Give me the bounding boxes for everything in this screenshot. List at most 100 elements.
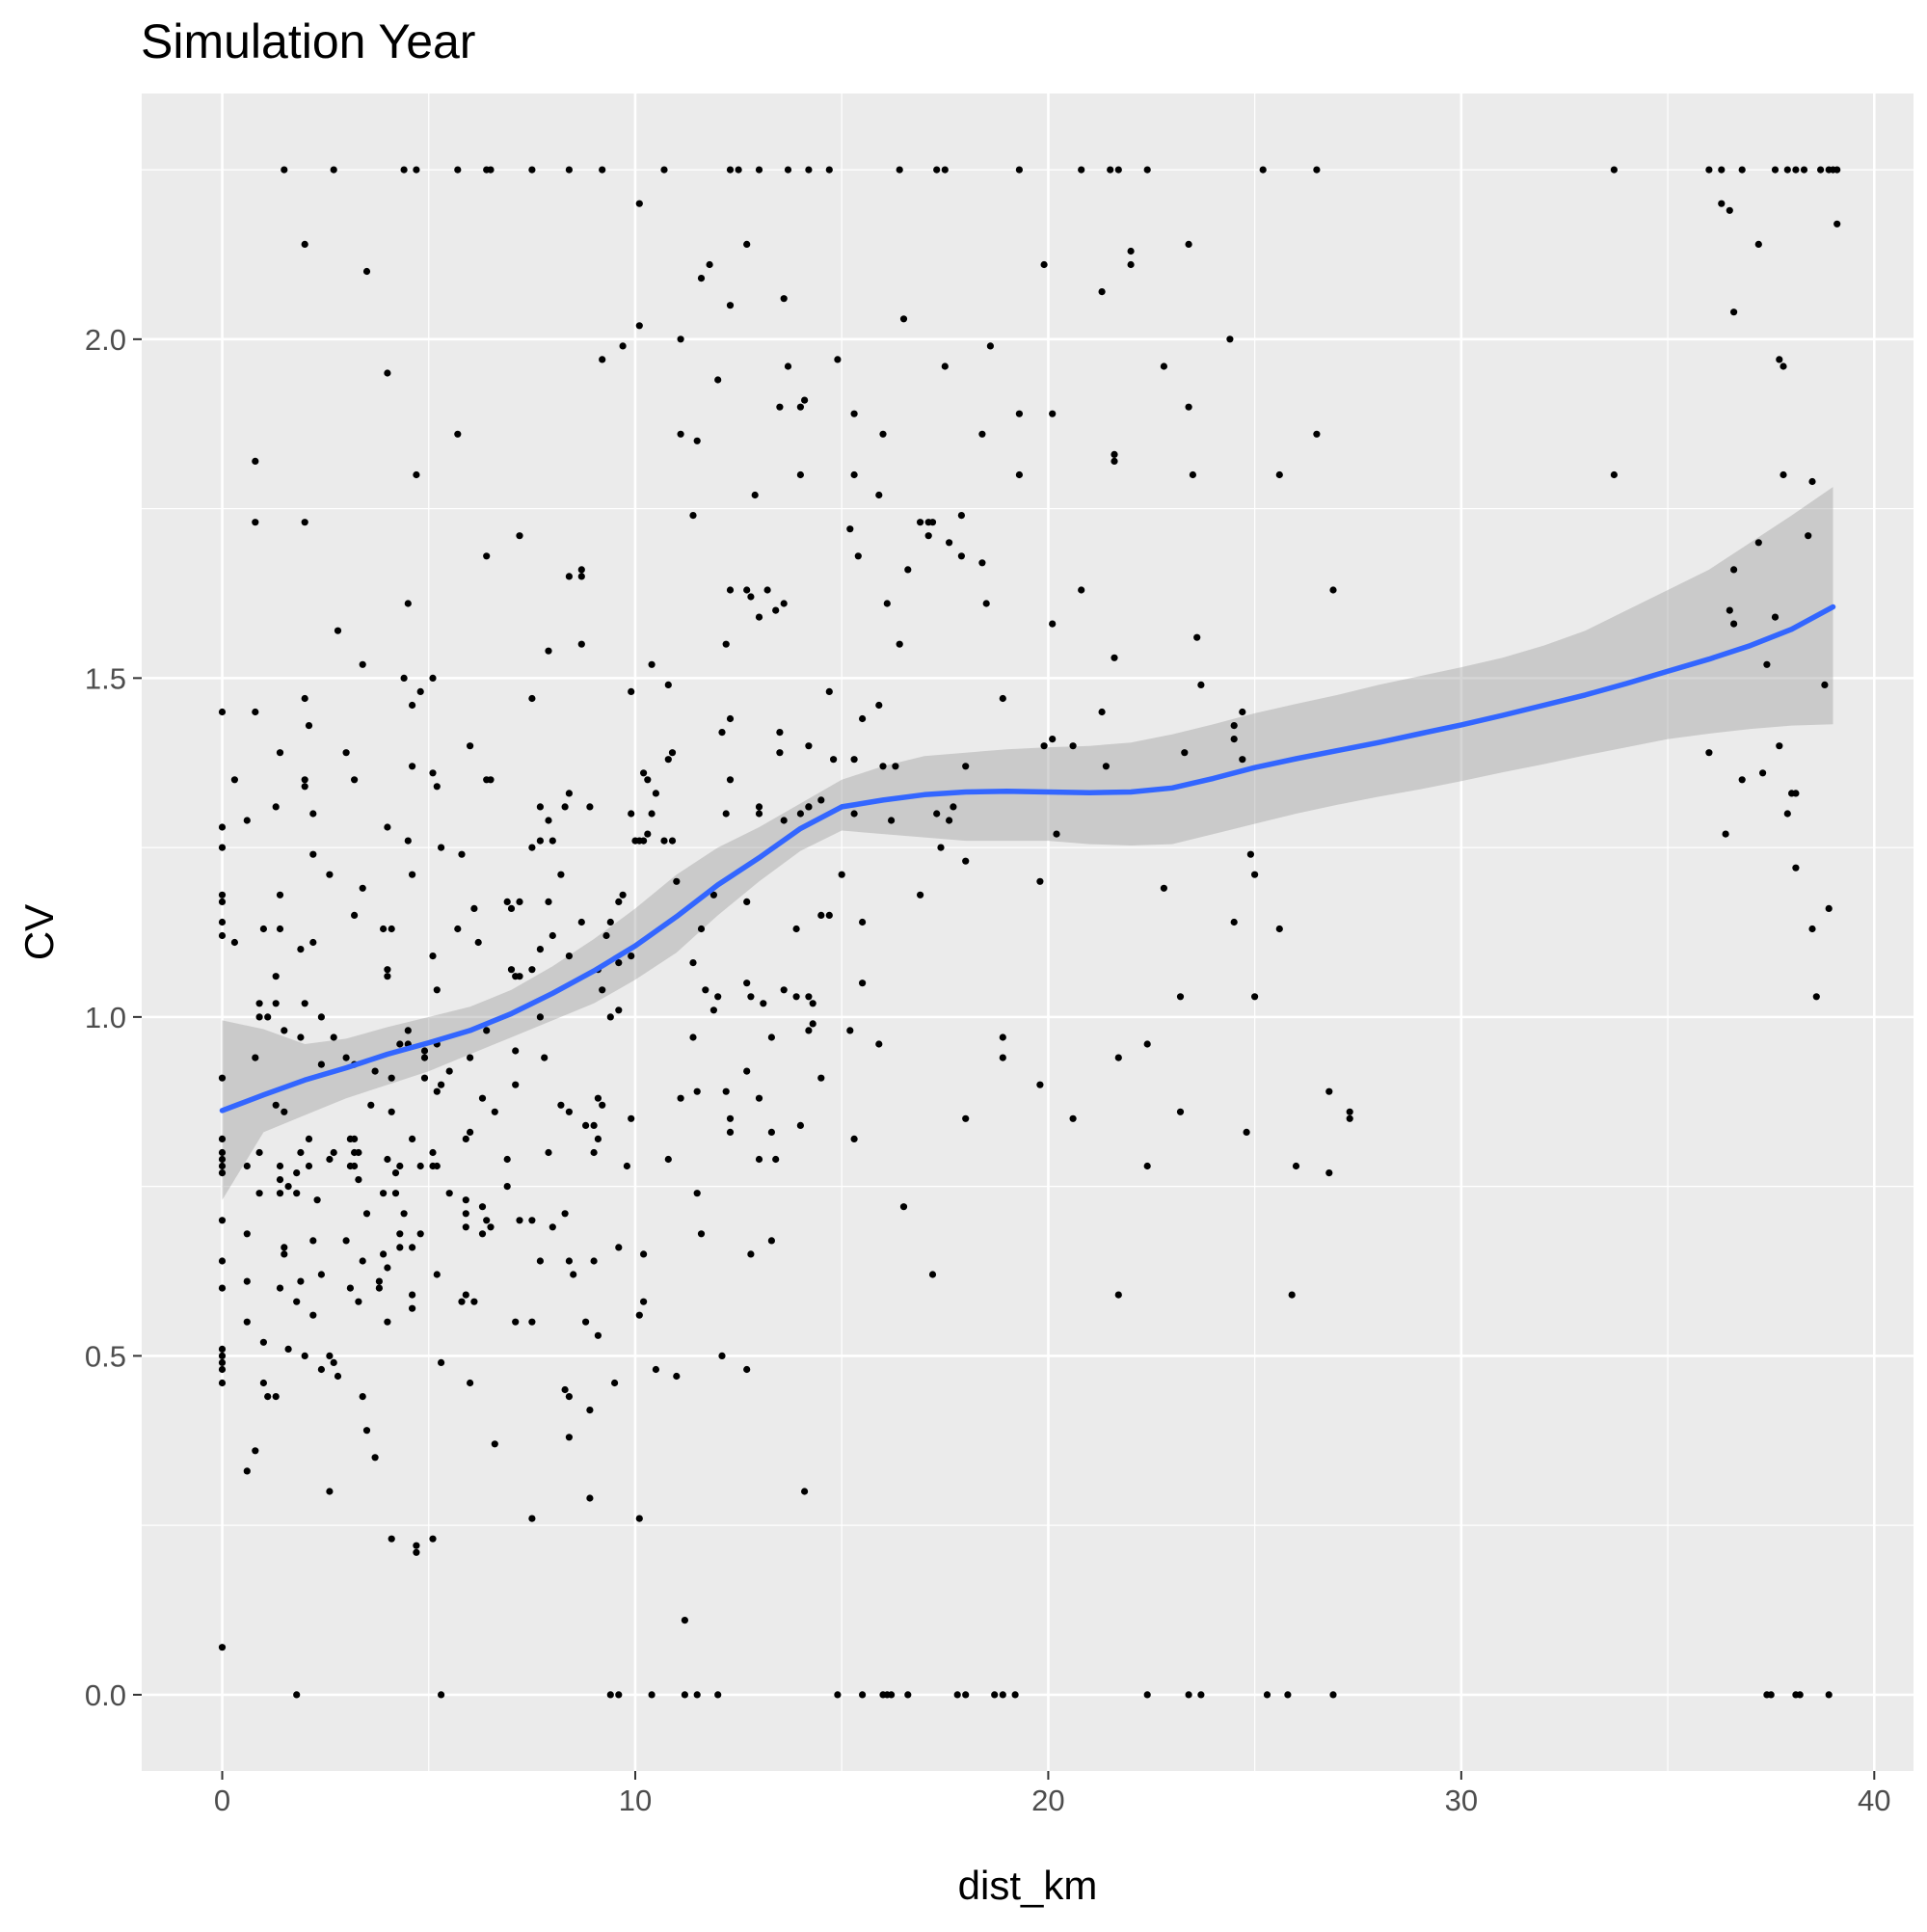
data-point <box>293 1691 301 1699</box>
data-point <box>276 1176 284 1184</box>
data-point <box>709 891 718 899</box>
data-point <box>462 1223 469 1231</box>
data-point <box>218 1148 227 1157</box>
data-point <box>252 708 259 716</box>
data-point <box>462 1135 469 1142</box>
data-point <box>391 1169 400 1177</box>
data-point <box>218 1162 227 1170</box>
data-point <box>792 993 800 1001</box>
y-axis-title: CV <box>16 904 62 960</box>
data-point <box>1176 1108 1185 1115</box>
data-point <box>396 1244 404 1251</box>
data-point <box>507 904 516 913</box>
data-point <box>1792 790 1800 797</box>
data-point <box>512 1047 520 1055</box>
data-point <box>276 891 284 899</box>
data-point <box>743 586 751 594</box>
data-point <box>928 519 937 526</box>
data-point <box>255 1013 263 1021</box>
data-point <box>755 1094 763 1102</box>
data-point <box>359 660 366 668</box>
data-point <box>743 1365 751 1374</box>
data-point <box>615 1244 623 1251</box>
data-point <box>218 891 227 899</box>
data-point <box>388 1074 395 1082</box>
data-point <box>259 925 267 933</box>
x-axis-title: dist_km <box>958 1863 1098 1908</box>
x-tick-label: 20 <box>1031 1784 1064 1817</box>
data-point <box>503 1183 511 1191</box>
data-point <box>1040 260 1048 269</box>
data-point <box>1114 1054 1122 1061</box>
data-point <box>404 600 412 607</box>
data-point <box>549 1223 556 1231</box>
data-point <box>272 1101 280 1109</box>
data-point <box>243 817 251 824</box>
data-point <box>1783 166 1791 174</box>
data-point <box>722 1087 730 1095</box>
data-point <box>400 1210 408 1218</box>
data-point <box>664 1155 672 1164</box>
data-point <box>714 993 722 1001</box>
data-point <box>528 694 536 703</box>
data-point <box>1313 430 1321 438</box>
data-point <box>677 430 684 438</box>
data-point <box>487 776 495 784</box>
data-point <box>301 783 308 791</box>
data-point <box>1243 1128 1250 1136</box>
data-point <box>917 519 924 526</box>
data-point <box>859 918 867 926</box>
data-point <box>276 1190 284 1197</box>
data-point <box>850 410 858 417</box>
data-point <box>767 1237 776 1245</box>
data-point <box>937 844 945 851</box>
data-point <box>458 1298 466 1305</box>
data-point <box>413 470 420 479</box>
data-point <box>850 1135 858 1142</box>
x-tick-label: 10 <box>619 1784 652 1817</box>
data-point <box>305 722 313 730</box>
data-point <box>355 1176 362 1184</box>
data-point <box>305 1135 313 1142</box>
data-point <box>396 1230 404 1238</box>
data-point <box>462 1291 469 1299</box>
data-point <box>999 1033 1006 1041</box>
data-point <box>611 1379 619 1387</box>
data-point <box>301 776 308 784</box>
data-point <box>846 1027 854 1034</box>
data-point <box>718 1352 726 1359</box>
data-point <box>899 1203 908 1211</box>
data-point <box>409 701 416 710</box>
data-point <box>218 1358 227 1366</box>
plot-panel <box>142 94 1914 1771</box>
data-point <box>380 925 388 933</box>
x-tick-label: 30 <box>1445 1784 1478 1817</box>
data-point <box>445 1190 453 1197</box>
data-point <box>677 1094 684 1102</box>
data-point <box>747 1250 755 1258</box>
data-point <box>1718 166 1726 174</box>
data-point <box>388 925 395 933</box>
data-point <box>590 1148 598 1157</box>
data-point <box>470 904 478 913</box>
data-point <box>1730 309 1738 316</box>
data-point <box>1160 884 1167 892</box>
data-point <box>218 1379 227 1387</box>
data-point <box>888 1691 896 1699</box>
data-point <box>1189 470 1196 479</box>
data-point <box>467 1054 474 1061</box>
data-point <box>1185 1691 1192 1699</box>
data-point <box>400 166 408 174</box>
data-point <box>528 1515 536 1522</box>
data-point <box>276 1162 284 1170</box>
data-point <box>565 1257 574 1265</box>
data-point <box>1143 1040 1151 1048</box>
data-point <box>375 1284 383 1292</box>
data-point <box>458 850 466 858</box>
data-point <box>218 1155 227 1164</box>
data-point <box>1069 742 1077 750</box>
data-point <box>825 687 833 696</box>
data-point <box>1754 240 1762 248</box>
data-point <box>594 1135 602 1142</box>
